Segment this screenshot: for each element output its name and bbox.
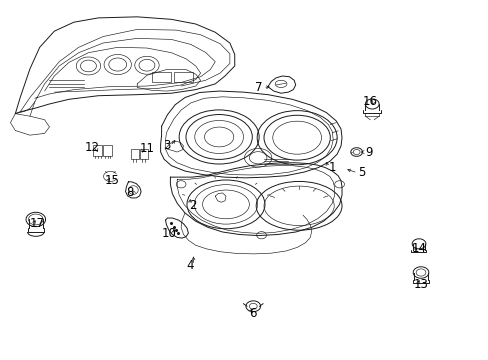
- Bar: [152, 72, 171, 82]
- Text: 16: 16: [362, 95, 377, 108]
- Text: 15: 15: [104, 174, 119, 187]
- Text: 11: 11: [139, 142, 154, 155]
- Text: 13: 13: [413, 278, 427, 291]
- Text: 7: 7: [255, 81, 263, 94]
- Text: 10: 10: [161, 227, 176, 240]
- Text: 2: 2: [189, 199, 197, 212]
- Text: 14: 14: [411, 242, 426, 255]
- Text: 9: 9: [365, 145, 372, 158]
- Bar: [93, 145, 102, 156]
- Text: 17: 17: [30, 217, 45, 230]
- Text: 5: 5: [357, 166, 365, 179]
- Text: 12: 12: [85, 141, 100, 154]
- Bar: [173, 72, 193, 82]
- Text: 4: 4: [186, 259, 193, 272]
- Bar: [140, 149, 148, 159]
- Text: 1: 1: [328, 161, 335, 174]
- Bar: [103, 145, 112, 156]
- Text: 8: 8: [126, 186, 133, 199]
- Text: 6: 6: [249, 307, 257, 320]
- Text: 3: 3: [163, 139, 170, 152]
- Bar: [131, 149, 139, 159]
